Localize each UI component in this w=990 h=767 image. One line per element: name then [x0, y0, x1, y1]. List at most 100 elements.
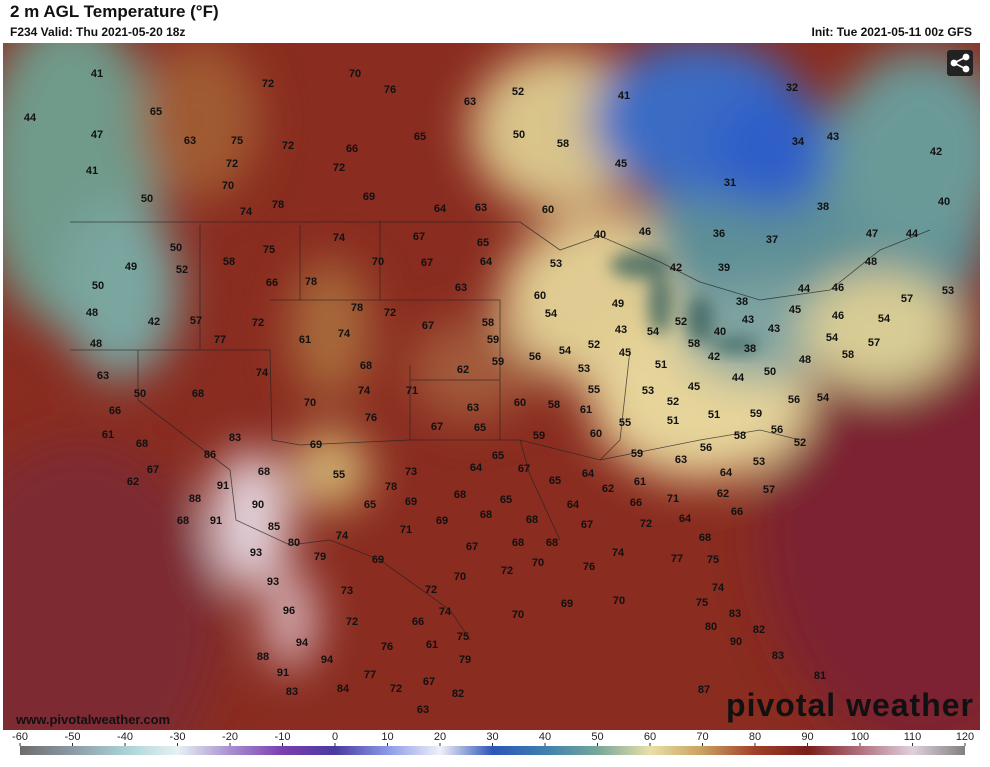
temperature-label: 64 — [567, 499, 580, 511]
temperature-label: 66 — [346, 143, 358, 155]
site-url[interactable]: www.pivotalweather.com — [15, 712, 170, 727]
temperature-label: 58 — [842, 349, 854, 361]
temperature-label: 72 — [384, 307, 396, 319]
temperature-label: 67 — [431, 421, 443, 433]
temperature-label: 56 — [788, 394, 800, 406]
temperature-label: 61 — [634, 476, 646, 488]
temperature-label: 70 — [454, 571, 466, 583]
temperature-label: 41 — [86, 165, 98, 177]
temperature-label: 45 — [688, 381, 700, 393]
temperature-label: 61 — [426, 639, 438, 651]
temperature-label: 87 — [698, 684, 710, 696]
temperature-label: 51 — [708, 409, 720, 421]
temperature-label: 53 — [578, 363, 590, 375]
temperature-label: 68 — [699, 532, 711, 544]
temperature-label: 51 — [655, 359, 667, 371]
temperature-label: 57 — [901, 293, 913, 305]
colorbar-tick-label: 20 — [434, 731, 446, 743]
colorbar-tick-label: -30 — [170, 731, 186, 743]
temperature-label: 64 — [720, 467, 733, 479]
temperature-label: 45 — [615, 158, 627, 170]
temperature-label: 74 — [439, 606, 452, 618]
temperature-label: 70 — [532, 557, 544, 569]
colorbar-tick-label: 60 — [644, 731, 656, 743]
temperature-label: 59 — [533, 430, 545, 442]
temperature-label: 74 — [338, 328, 351, 340]
temperature-label: 69 — [436, 515, 448, 527]
temperature-label: 63 — [675, 454, 687, 466]
temperature-label: 82 — [753, 624, 765, 636]
temperature-label: 66 — [266, 277, 278, 289]
temperature-label: 43 — [615, 324, 627, 336]
temperature-label: 68 — [136, 438, 148, 450]
temperature-label: 90 — [730, 636, 742, 648]
temperature-label: 77 — [214, 334, 226, 346]
temperature-label: 44 — [24, 112, 37, 124]
temperature-label: 84 — [337, 683, 350, 695]
temperature-label: 38 — [744, 343, 756, 355]
temperature-label: 47 — [866, 228, 878, 240]
temperature-label: 72 — [226, 158, 238, 170]
temperature-label: 62 — [602, 483, 614, 495]
temperature-label: 64 — [480, 256, 493, 268]
temperature-label: 64 — [679, 513, 692, 525]
temperature-label: 47 — [91, 129, 103, 141]
temperature-label: 40 — [714, 326, 726, 338]
temperature-label: 61 — [102, 429, 114, 441]
temperature-label: 68 — [512, 537, 524, 549]
temperature-label: 93 — [267, 576, 279, 588]
temperature-label: 67 — [466, 541, 478, 553]
temperature-label: 75 — [696, 597, 708, 609]
temperature-label: 71 — [400, 524, 412, 536]
temperature-label: 83 — [286, 686, 298, 698]
temperature-label: 45 — [789, 304, 801, 316]
temperature-label: 68 — [192, 388, 204, 400]
temperature-label: 62 — [127, 476, 139, 488]
temperature-label: 65 — [492, 450, 504, 462]
temperature-label: 74 — [256, 367, 269, 379]
temperature-label: 86 — [204, 449, 216, 461]
temperature-label: 42 — [148, 316, 160, 328]
temperature-label: 55 — [619, 417, 631, 429]
temperature-label: 63 — [455, 282, 467, 294]
colorbar-tick-label: 70 — [696, 731, 708, 743]
temperature-label: 42 — [670, 262, 682, 274]
temperature-label: 62 — [457, 364, 469, 376]
init-time: Init: Tue 2021-05-11 00z GFS — [811, 25, 972, 39]
temperature-label: 43 — [742, 314, 754, 326]
share-icon — [950, 53, 970, 73]
temperature-label: 71 — [667, 493, 679, 505]
temperature-label: 68 — [526, 514, 538, 526]
temperature-label: 37 — [766, 234, 778, 246]
temperature-label: 66 — [412, 616, 424, 628]
temperature-label: 73 — [341, 585, 353, 597]
temperature-label: 60 — [542, 204, 554, 216]
colorbar-tick-label: -50 — [65, 731, 81, 743]
temperature-label: 52 — [675, 316, 687, 328]
temperature-label: 32 — [786, 82, 798, 94]
temperature-label: 31 — [724, 177, 736, 189]
temperature-label: 72 — [282, 140, 294, 152]
colorbar-tick-label: 120 — [956, 731, 974, 743]
temperature-label: 48 — [86, 307, 98, 319]
temperature-label: 67 — [518, 463, 530, 475]
temperature-label: 68 — [546, 537, 558, 549]
temperature-label: 42 — [708, 351, 720, 363]
temperature-label: 80 — [705, 621, 717, 633]
temperature-label: 91 — [210, 515, 222, 527]
temperature-label: 49 — [125, 261, 137, 273]
temperature-label: 49 — [612, 298, 624, 310]
temperature-label: 67 — [581, 519, 593, 531]
temperature-label: 72 — [390, 683, 402, 695]
temperature-label: 36 — [713, 228, 725, 240]
temperature-label: 50 — [92, 280, 104, 292]
temperature-label: 67 — [423, 676, 435, 688]
temperature-label: 60 — [590, 428, 602, 440]
temperature-label: 77 — [671, 553, 683, 565]
temperature-label: 40 — [594, 229, 606, 241]
temperature-label: 80 — [288, 537, 300, 549]
temperature-label: 94 — [321, 654, 334, 666]
temperature-label: 91 — [217, 480, 229, 492]
temperature-label: 34 — [792, 136, 805, 148]
